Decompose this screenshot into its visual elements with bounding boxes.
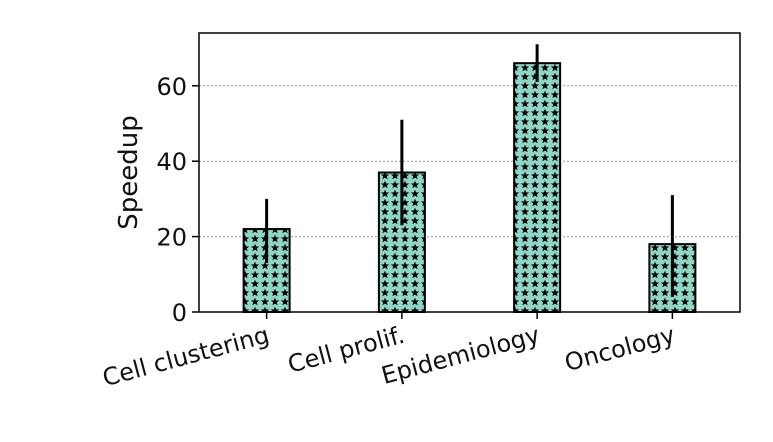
- y-axis-label: Speedup: [114, 115, 144, 230]
- grid-lines: [199, 85, 740, 238]
- bar: [513, 62, 562, 314]
- plot-frame: [198, 32, 741, 313]
- x-tick-label: Oncology: [562, 321, 678, 377]
- y-tick-label: 20: [156, 224, 187, 252]
- x-tick-label: Cell clustering: [100, 321, 273, 392]
- y-tick-label: 40: [156, 148, 187, 176]
- error-bars: [265, 44, 674, 297]
- y-tick-label: 0: [172, 299, 187, 327]
- bars: [242, 62, 697, 314]
- y-tick-label: 60: [156, 73, 187, 101]
- x-tick-label: Epidemiology: [378, 321, 542, 390]
